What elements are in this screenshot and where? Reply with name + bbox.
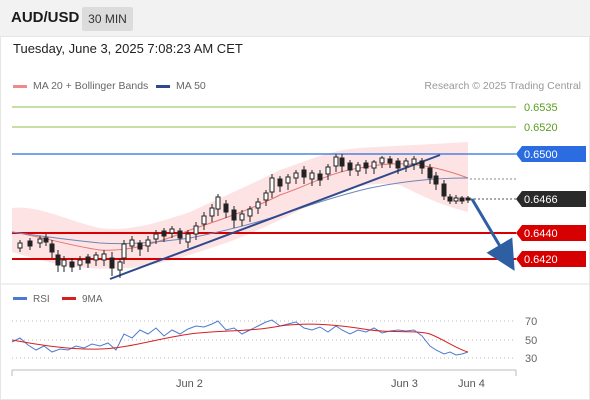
- x-label-jun2: Jun 2: [176, 378, 203, 390]
- rsi-tick-70: 70: [525, 316, 537, 328]
- price-label-0.6535: 0.6535: [524, 102, 558, 114]
- legend-swatch-ma20: [13, 84, 27, 88]
- bollinger-band: [12, 142, 468, 269]
- trendline: [109, 154, 441, 280]
- timeframe-button[interactable]: 30 MIN: [82, 7, 133, 31]
- price-box-0.6500: [516, 146, 586, 162]
- candles: [17, 154, 471, 278]
- top-bar: AUD/USD 30 MIN: [0, 0, 590, 36]
- legend-ma50: MA 50: [156, 80, 206, 92]
- attribution-text: Research © 2025 Trading Central: [424, 80, 581, 92]
- rsi-legend-swatch: [13, 297, 27, 300]
- rsi-tick-30: 30: [525, 353, 537, 365]
- price-label-0.6440: 0.6440: [524, 228, 558, 240]
- legend-ma20-bollinger: MA 20 + Bollinger Bands: [13, 80, 148, 92]
- price-box-0.6440: [516, 225, 586, 241]
- rsi-ma-legend-label: 9MA: [82, 294, 103, 305]
- ma50-line: [11, 177, 469, 245]
- legend-label-ma50: MA 50: [176, 80, 206, 92]
- symbol-title: AUD/USD: [11, 9, 80, 26]
- rsi-ma-legend-swatch: [62, 297, 76, 300]
- rsi-tick-50: 50: [525, 335, 537, 347]
- price-label-0.6500: 0.6500: [524, 149, 558, 161]
- price-label-0.6466: 0.6466: [524, 194, 558, 206]
- rsi-ma-line: [11, 323, 469, 353]
- chart-timestamp: Tuesday, June 3, 2025 7:08:23 AM CET: [13, 41, 243, 56]
- legend-label-ma20: MA 20 + Bollinger Bands: [33, 80, 149, 92]
- rsi-line: [11, 319, 469, 356]
- x-label-jun4: Jun 4: [458, 378, 485, 390]
- legend-swatch-ma50: [156, 84, 170, 88]
- x-label-jun3: Jun 3: [391, 378, 418, 390]
- price-label-0.6420: 0.6420: [524, 254, 558, 266]
- price-label-0.6520: 0.6520: [524, 122, 558, 134]
- price-box-0.6466: [516, 191, 586, 207]
- projection-arrow: [470, 198, 515, 271]
- price-box-0.6420: [516, 251, 586, 267]
- rsi-legend-label: RSI: [33, 294, 50, 305]
